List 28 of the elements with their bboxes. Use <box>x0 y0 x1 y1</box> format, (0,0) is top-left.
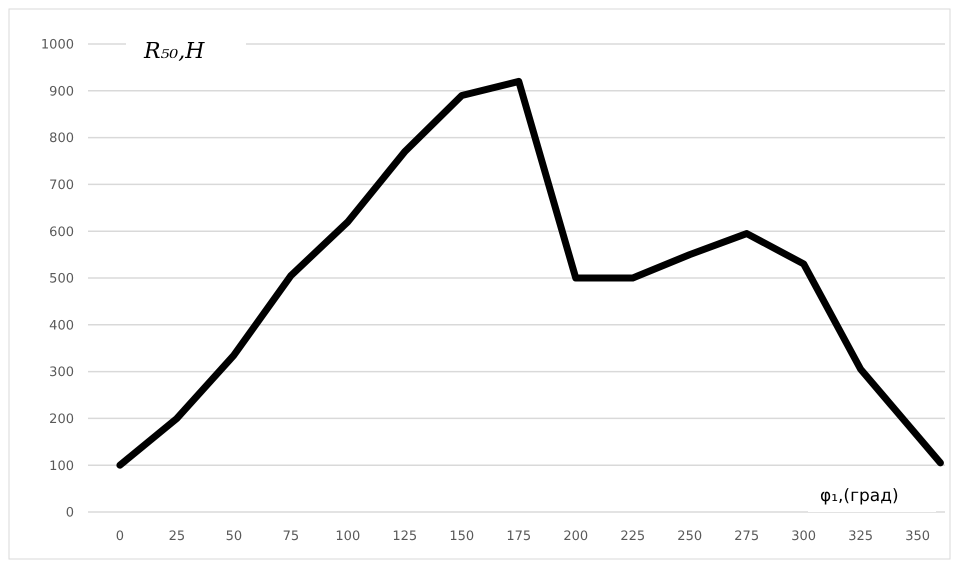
y-axis-title: R₅₀,Н <box>143 39 206 64</box>
y-tick-label: 1000 <box>40 38 74 53</box>
x-tick-label: 100 <box>335 529 360 544</box>
x-tick-label: 25 <box>168 529 186 544</box>
y-tick-label: 700 <box>49 178 74 193</box>
y-tick-label: 0 <box>66 506 74 521</box>
x-tick-label: 250 <box>677 529 702 544</box>
y-tick-label: 400 <box>49 318 74 334</box>
x-tick-label: 225 <box>620 529 646 544</box>
x-axis-title: φ₁,(град) <box>820 486 899 506</box>
x-tick-label: 0 <box>116 529 124 544</box>
y-tick-label: 500 <box>49 272 74 287</box>
x-tick-label: 275 <box>734 529 760 544</box>
x-tick-label: 125 <box>392 529 418 544</box>
y-tick-label: 600 <box>49 224 74 240</box>
x-tick-label: 300 <box>791 529 816 544</box>
y-tick-label: 800 <box>49 131 74 146</box>
y-tick-label: 300 <box>49 365 74 380</box>
x-tick-label: 175 <box>506 529 532 544</box>
x-tick-label: 75 <box>282 529 300 544</box>
y-tick-label: 900 <box>49 84 74 100</box>
y-tick-label: 200 <box>49 412 74 427</box>
y-tick-label: 100 <box>49 458 74 474</box>
x-tick-label: 350 <box>905 529 930 544</box>
x-tick-label: 325 <box>848 529 874 544</box>
x-tick-label: 150 <box>449 529 474 544</box>
x-tick-label: 50 <box>226 529 242 544</box>
x-tick-label: 200 <box>563 529 588 544</box>
